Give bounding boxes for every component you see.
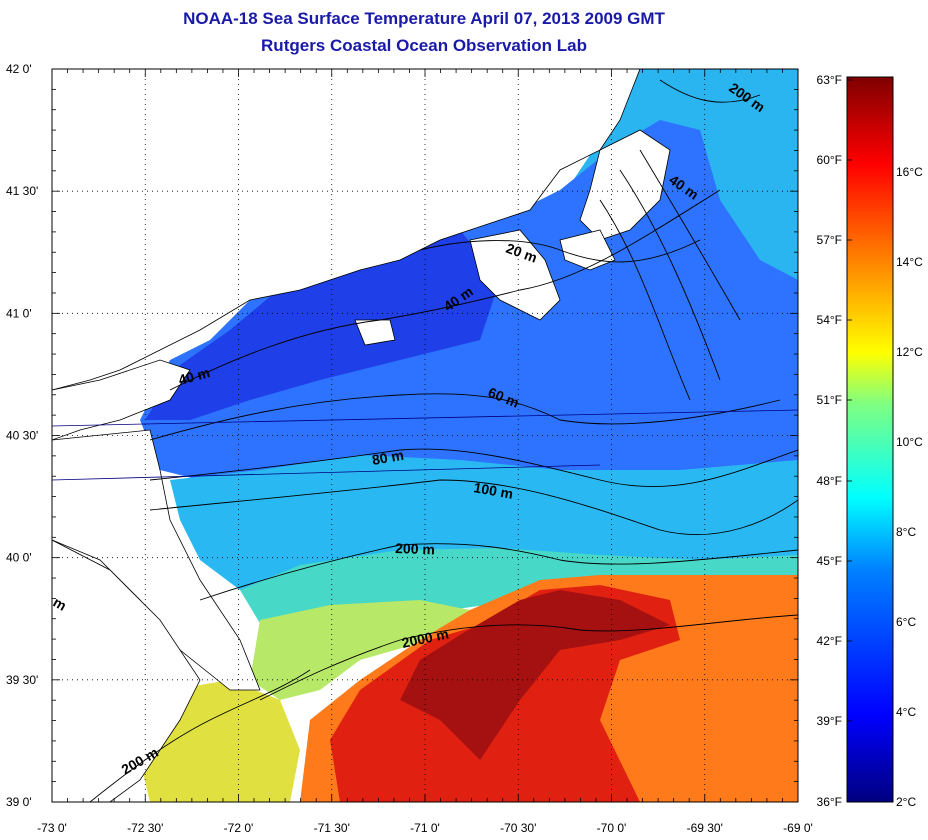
land-cape-cod xyxy=(579,129,671,241)
map-subtitle: Rutgers Coastal Ocean Observation Lab xyxy=(261,36,587,55)
colorbar-f-label: 57°F xyxy=(817,233,842,247)
colorbar-labels: 63°F 60°F 57°F 54°F 51°F 48°F 45°F 42°F 39°F 36°F… xyxy=(817,73,924,809)
colorbar-c-label: 6°C xyxy=(896,615,916,629)
isobath-100m xyxy=(149,479,798,535)
isobath-2000m xyxy=(259,614,798,701)
colorbar-c-label: 10°C xyxy=(896,435,923,449)
sst-region-darkred xyxy=(400,590,670,760)
colorbar-f-label: 48°F xyxy=(817,474,842,488)
colorbar-f-label: 42°F xyxy=(817,634,842,648)
lon-tick-label: -72 0' xyxy=(224,821,254,835)
isobath-label: 80 m xyxy=(371,447,405,468)
colorbar-c-label: 12°C xyxy=(896,345,923,359)
lon-tick-label: -70 0' xyxy=(597,821,627,835)
isobath-80m xyxy=(149,448,798,487)
isobath-200m-sw xyxy=(89,669,311,802)
colorbar-f-label: 36°F xyxy=(817,795,842,809)
colorbar-c-label: 2°C xyxy=(896,795,916,809)
isobath-40m xyxy=(169,189,721,391)
land-nj-coast xyxy=(52,429,261,691)
transect-line-2 xyxy=(51,464,601,481)
isobath-200m-mid xyxy=(199,543,798,601)
lon-tick-label: -72 30' xyxy=(127,821,163,835)
lon-tick-label: -71 0' xyxy=(410,821,440,835)
transect-lines xyxy=(51,409,799,481)
isobath-label: 40 m xyxy=(177,364,212,388)
lat-tick-label: 40 0' xyxy=(6,551,32,565)
colorbar-f-label: 54°F xyxy=(817,313,842,327)
lat-tick-label: 39 0' xyxy=(6,795,32,809)
colorbar-c-label: 14°C xyxy=(896,255,923,269)
isobath-20m xyxy=(419,239,701,263)
land-cloud-gap xyxy=(52,539,201,802)
lat-tick-label: 40 30' xyxy=(6,429,38,443)
lat-tick-label: 41 30' xyxy=(6,184,38,198)
lon-tick-label: -70 30' xyxy=(500,821,536,835)
colorbar-c-label: 16°C xyxy=(896,165,923,179)
colorbar-f-label: 60°F xyxy=(817,153,842,167)
transect-line-1 xyxy=(51,409,799,427)
land-long-island xyxy=(52,359,191,441)
isobath-200m-ne xyxy=(659,79,761,103)
sst-region-green xyxy=(250,600,470,700)
sst-region-lightblue xyxy=(170,455,798,590)
lat-tick-label: 42 0' xyxy=(6,62,32,76)
colorbar-f-label: 63°F xyxy=(817,73,842,87)
sst-region-darkblue xyxy=(145,230,500,420)
lon-tick-label: -69 0' xyxy=(783,821,813,835)
lon-tick-label: -69 30' xyxy=(687,821,723,835)
map-frame xyxy=(51,68,799,803)
isobath-60m xyxy=(149,393,781,441)
colorbar-f-label: 51°F xyxy=(817,393,842,407)
lon-tick-label: -73 0' xyxy=(37,821,67,835)
isobath-shelf-lines xyxy=(599,149,741,401)
colorbar-f-label: 45°F xyxy=(817,554,842,568)
lon-tick-label: -71 30' xyxy=(314,821,350,835)
graticule xyxy=(52,69,798,802)
colorbar-c-label: 8°C xyxy=(896,525,916,539)
lat-tick-label: 41 0' xyxy=(6,306,32,320)
land-nantucket xyxy=(559,229,616,271)
land-marthas-vineyard xyxy=(469,229,561,321)
isobath-label: 200 m xyxy=(395,540,435,557)
colorbar xyxy=(846,76,894,803)
lat-tick-label: 39 30' xyxy=(6,673,38,687)
isobath-label: 100 m xyxy=(472,479,514,502)
colorbar-f-label: 39°F xyxy=(817,714,842,728)
land xyxy=(52,69,671,802)
map-title: NOAA-18 Sea Surface Temperature April 07… xyxy=(183,9,665,28)
colorbar-c-label: 4°C xyxy=(896,705,916,719)
isobath-contours xyxy=(89,79,798,802)
